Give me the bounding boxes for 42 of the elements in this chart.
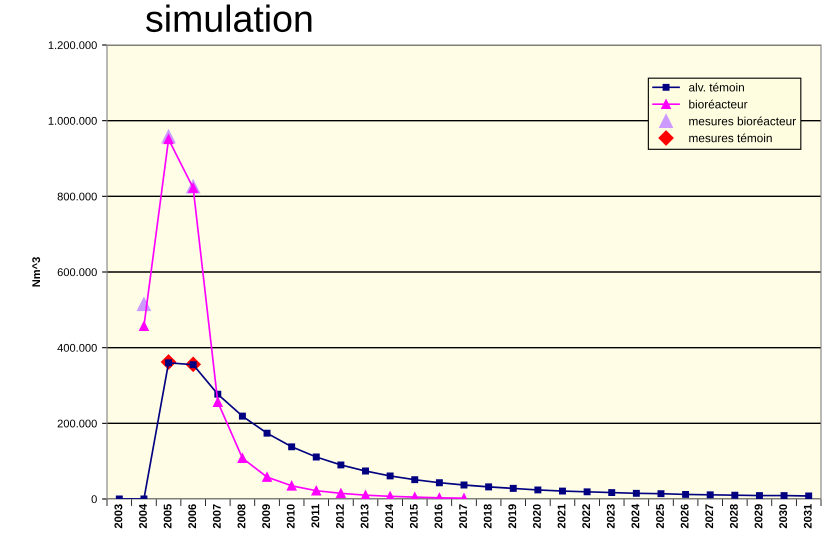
x-tick-label: 2015	[410, 504, 418, 528]
x-tick-label: 2010	[286, 504, 295, 528]
x-tick-label: 2004	[139, 504, 147, 528]
x-tick-label: 2003	[114, 504, 122, 528]
x-tick-label: 2031	[804, 504, 812, 528]
legend-label: alv. témoin	[688, 82, 744, 92]
x-tick-label: 2016	[434, 504, 442, 528]
x-tick-label: 2029	[754, 504, 762, 528]
x-tick-label: 2022	[582, 504, 590, 528]
x-tick-label: 2008	[238, 504, 246, 528]
legend-label: mesures bioréacteur	[689, 116, 796, 126]
y-tick-label: 1.000.000	[48, 116, 97, 125]
x-tick-label: 2030	[779, 504, 788, 528]
x-tick-label: 2026	[680, 504, 689, 528]
legend-label: mesures témoin	[689, 133, 772, 142]
x-tick-label: 2020	[532, 504, 541, 528]
y-tick-label: 0	[92, 495, 97, 504]
x-tick-label: 2019	[508, 504, 516, 528]
chart-title: simulation	[146, 4, 312, 32]
y-tick-label: 200.000	[58, 420, 97, 428]
y-tick-label: 800.000	[58, 192, 97, 200]
x-tick-label: 2005	[164, 504, 172, 528]
y-tick-label: 400.000	[57, 344, 97, 352]
x-tick-label: 2006	[188, 504, 196, 528]
y-axis-title: Nm^3	[32, 257, 40, 287]
x-tick-label: 2023	[606, 504, 615, 528]
x-tick-label: 2021	[558, 504, 566, 528]
x-tick-label: 2013	[360, 504, 369, 528]
x-tick-label: 2024	[631, 504, 640, 528]
x-tick-label: 2011	[311, 504, 320, 528]
x-tick-label: 2028	[730, 504, 738, 528]
x-tick-label: 2025	[656, 504, 664, 528]
x-tick-label: 2018	[484, 504, 492, 528]
x-tick-label: 2027	[705, 504, 714, 528]
x-tick-label: 2007	[212, 504, 221, 528]
x-tick-label: 2009	[262, 504, 270, 528]
x-tick-label: 2014	[385, 504, 394, 528]
x-tick-label: 2017	[459, 504, 467, 528]
y-tick-label: 600.000	[58, 268, 97, 276]
y-tick-label: 1.200.000	[48, 41, 97, 50]
legend-label: bioréacteur	[689, 100, 748, 108]
x-tick-label: 2012	[336, 504, 344, 528]
